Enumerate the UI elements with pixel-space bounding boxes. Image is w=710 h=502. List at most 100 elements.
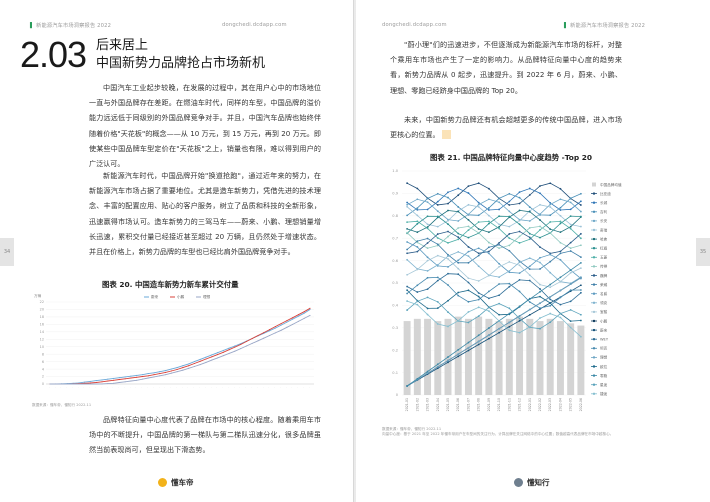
fig21-point [549,312,552,315]
fig20-point [234,346,236,348]
fig20-point [118,378,120,381]
fig21-bar [424,318,432,395]
fig21-point [559,241,562,244]
fig21-point [579,335,582,338]
fig21-xlabel: 2021-03 [426,398,430,411]
section-title-line2: 中国新势力品牌抢占市场新机 [96,56,266,71]
fig21-point [406,285,409,288]
fig21-point [498,208,501,211]
fig21-point [579,319,582,322]
fig21-point [528,210,531,213]
fig20-xtick: · [54,387,57,388]
fig21-series-23 [406,300,582,337]
fig20-point [101,381,103,383]
fig21-point [539,290,541,293]
fig21-point [569,309,572,311]
fig20-point [66,383,68,385]
right-paragraph-2: 未来，中国新势力品牌还有机会超越更多的传统中国品牌，进入市场更核心的位置。 [390,112,622,142]
fig21-point [426,270,429,272]
fig21-bar [516,316,524,395]
fig20-point [297,314,299,316]
fig20-point [228,352,230,354]
fig20-xtick: · [152,387,155,388]
fig21-point [559,258,562,261]
highlight-marker [441,130,451,140]
section-title: 后来居上 中国新势力品牌抢占市场新机 [96,37,265,73]
fig21-point [487,241,490,244]
fig20-point [118,381,120,384]
fig21-point [436,264,439,266]
figure-20-source: 数据来源：懂车帝，懂知行 2022.11 [32,403,92,407]
fig21-bar [495,321,503,395]
fig21-point [508,215,511,218]
fig21-point [457,187,460,190]
fig21-point [426,242,429,244]
fig21-point [477,298,480,301]
fig21-point [487,246,490,249]
fig21-legend-label: 荣威 [600,282,608,287]
fig20-point [141,375,143,378]
fig20-point [170,368,172,370]
fig21-point [549,302,552,304]
left-page-tab: 34 [0,238,14,266]
fig21-point [508,307,511,310]
fig21-point [467,311,470,313]
fig20-ylabel: 万辆 [34,293,42,298]
fig20-xtick: · [227,387,230,388]
fig21-point [508,237,511,240]
fig21-legend-dot [592,201,596,204]
fig21-legend-dot [592,283,596,286]
fig21-point [569,247,572,250]
fig21-point [406,227,409,230]
figure-20-title: 图表 20. 中国造车新势力新车累计交付量 [102,280,239,289]
fig20-point [251,337,253,340]
fig20-point [89,380,91,382]
fig20-point [251,342,253,344]
fig20-point [159,371,161,373]
fig21-series-17 [406,273,582,306]
fig21-legend-dot [592,219,596,223]
fig21-point [426,226,429,228]
fig21-point [426,227,429,230]
dongchedi-logo-text: 懂车帝 [171,478,194,487]
fig20-ytick: 0 [42,382,44,386]
fig21-point [406,252,409,255]
fig21-point [416,187,419,190]
fig20-xtick: · [169,387,172,388]
fig21-legend-label: 坦克 [600,346,608,351]
fig21-point [549,232,552,234]
fig21-bar [485,318,493,395]
fig20-point [297,315,299,317]
fig20-series-2 [50,315,311,385]
fig21-point [528,308,531,311]
fig21-xlabel: 2021-12 [518,398,522,411]
fig21-point [487,274,490,277]
fig21-point [569,225,572,228]
fig21-point [539,219,541,221]
fig20-point [286,320,288,322]
fig21-point [487,220,490,223]
fig21-point [457,210,460,213]
fig21-bar [413,318,421,395]
fig20-xtick: · [262,387,265,388]
fig21-point [518,315,521,317]
fig21-point [508,192,511,195]
fig21-point [498,320,501,322]
fig21-point [518,219,521,222]
fig20-xtick: · [296,387,299,388]
fig21-point [467,250,470,253]
fig21-point [539,229,541,231]
left-runhead-text: 新能源汽车市场洞察报告 2022 [36,23,112,29]
fig21-point [447,209,449,212]
fig20-xtick: · [239,387,242,388]
fig21-series-12 [406,241,582,279]
fig21-point [569,271,572,274]
fig20-point [222,351,224,353]
fig20-xtick: · [123,387,126,388]
fig21-point [426,223,429,226]
fig21-point [436,237,439,239]
fig20-point [124,376,126,378]
fig21-xlabel: 2021-04 [436,398,440,411]
fig21-point [498,302,501,305]
fig20-point [205,356,207,358]
